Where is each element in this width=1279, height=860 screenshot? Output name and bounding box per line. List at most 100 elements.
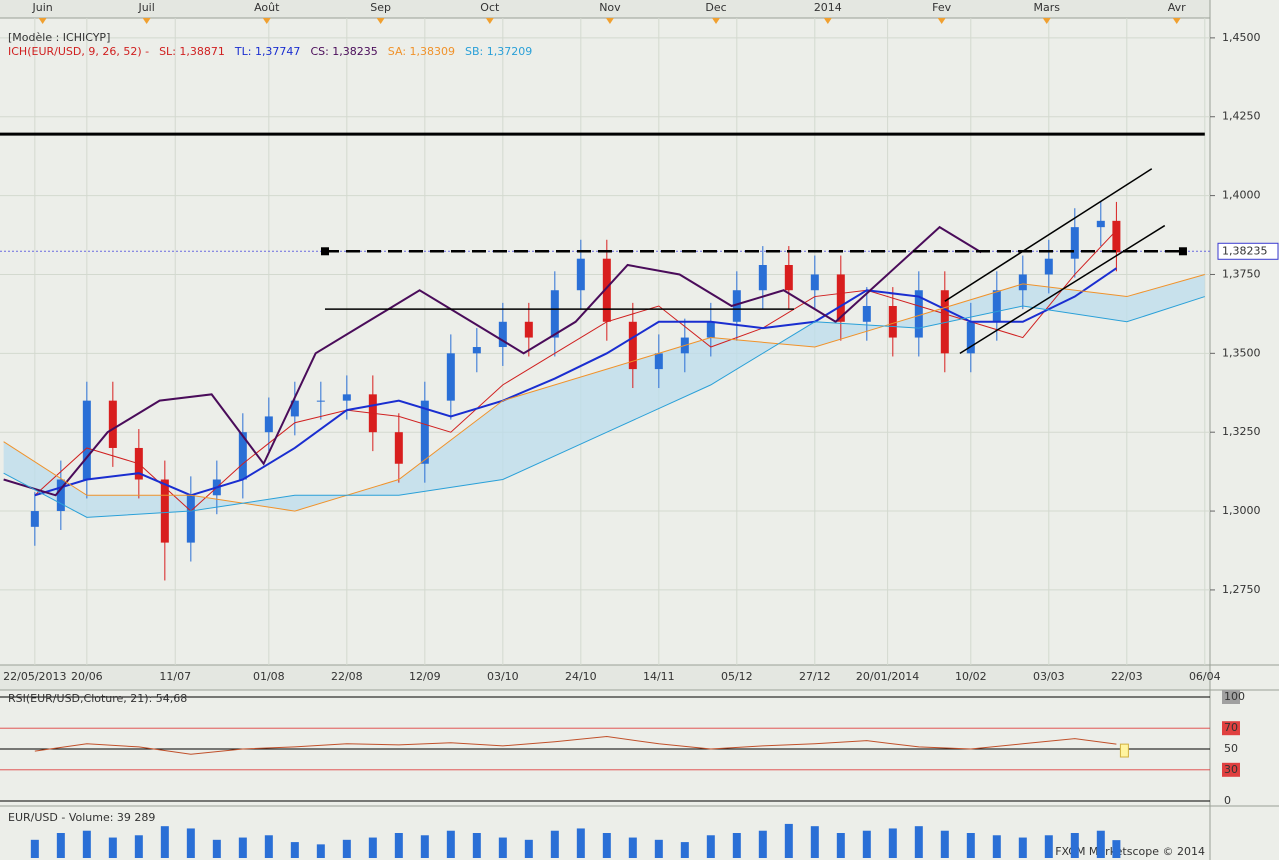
candle-body (342, 394, 351, 401)
volume-bar (394, 833, 403, 858)
y-tick-label: 70 (1224, 721, 1238, 734)
volume-bar (30, 839, 39, 858)
watermark: FXCM Marketscope © 2014 (1055, 845, 1205, 858)
month-marker (1172, 18, 1181, 24)
drawn-line (944, 168, 1153, 302)
y-tick-label: 1,3000 (1222, 504, 1261, 517)
candle-body (602, 258, 611, 322)
volume-bar (1070, 833, 1079, 858)
month-label: Juil (137, 1, 154, 14)
volume-bar (732, 833, 741, 858)
volume-bar (212, 839, 221, 858)
volume-bar (576, 828, 585, 858)
x-tick-label: 11/07 (159, 670, 191, 683)
y-tick-label: 1,3750 (1222, 267, 1261, 280)
candle-body (836, 274, 845, 322)
candle-body (888, 306, 897, 338)
candle-body (914, 290, 923, 338)
chart-title: [Modèle : ICHICYP] (8, 31, 110, 44)
volume-bar (654, 839, 663, 858)
candle-body (1112, 220, 1121, 253)
line-handle (320, 247, 329, 256)
month-label: 2014 (814, 1, 842, 14)
candle-body (56, 479, 65, 512)
y-tick-label: 50 (1224, 742, 1238, 755)
volume-bar (238, 837, 247, 858)
candle-body (1018, 274, 1027, 291)
candle-body (810, 274, 819, 291)
month-marker (605, 18, 614, 24)
y-tick-label: 1,2750 (1222, 583, 1261, 596)
legend: ICH(EUR/USD, 9, 26, 52) - SL: 1,38871 TL: … (8, 45, 532, 58)
y-tick-label: 100 (1224, 690, 1245, 703)
candle-body (1096, 220, 1105, 228)
volume-bar (290, 842, 299, 858)
volume-bar (82, 830, 91, 858)
volume-title: EUR/USD - Volume: 39 289 (8, 811, 155, 824)
x-tick-label: 05/12 (721, 670, 753, 683)
candle-body (784, 265, 793, 291)
month-marker (485, 18, 494, 24)
candle-body (498, 321, 507, 348)
y-tick-label: 0 (1224, 794, 1231, 807)
rsi-last (1119, 743, 1129, 758)
legend-indicator: ICH(EUR/USD, 9, 26, 52) - (8, 45, 149, 58)
candle-body (576, 258, 585, 291)
volume-bar (472, 833, 481, 858)
volume-bar (784, 823, 793, 858)
month-marker (376, 18, 385, 24)
candle-body (186, 495, 195, 543)
month-label: Oct (480, 1, 500, 14)
legend-entry: SL: 1,38871 (159, 45, 225, 58)
candle-body (524, 321, 533, 338)
volume-bar (914, 826, 923, 858)
volume-bar (966, 833, 975, 858)
candle-body (82, 400, 91, 480)
month-marker (1042, 18, 1051, 24)
date-bar (0, 665, 1210, 690)
x-tick-label: 20/06 (71, 670, 103, 683)
candle-body (550, 290, 559, 338)
month-label: Nov (599, 1, 621, 14)
volume-bar (342, 839, 351, 858)
candle-body (238, 432, 247, 480)
candle-body (732, 290, 741, 322)
month-marker (712, 18, 721, 24)
volume-bar (1044, 835, 1053, 858)
rsi-title: RSI(EUR/USD,Cloture, 21): 54,68 (8, 692, 187, 705)
candle-body (1070, 227, 1079, 259)
candle-body (706, 321, 715, 338)
y-tick-label: 1,3500 (1222, 346, 1261, 359)
last-price-box (1217, 242, 1279, 260)
volume-bar (992, 835, 1001, 858)
candle-body (472, 347, 481, 354)
candle-body (316, 400, 325, 402)
month-marker (823, 18, 832, 24)
month-bar (0, 0, 1210, 18)
y-tick-label: 1,3250 (1222, 425, 1261, 438)
x-tick-label: 22/08 (331, 670, 363, 683)
month-label: Avr (1168, 1, 1186, 14)
volume-bar (550, 830, 559, 858)
drawn-line (959, 224, 1166, 354)
volume-bar (602, 833, 611, 858)
y-tick-label: 30 (1224, 763, 1238, 776)
legend-entry: TL: 1,37747 (234, 45, 301, 58)
legend-entry: SA: 1,38309 (388, 45, 455, 58)
candle-body (654, 353, 663, 370)
volume-bar (1112, 840, 1121, 858)
candle-body (940, 290, 949, 354)
candle-body (992, 290, 1001, 322)
candle-body (966, 321, 975, 354)
y-tick-box (1222, 690, 1240, 704)
volume-bar (888, 828, 897, 858)
volume-bar (680, 842, 689, 858)
month-label: Fev (932, 1, 951, 14)
x-tick-label: 12/09 (409, 670, 441, 683)
candle-body (160, 479, 169, 543)
y-tick-box (1222, 721, 1240, 736)
volume-bar (1096, 830, 1105, 858)
candle-body (628, 321, 637, 370)
